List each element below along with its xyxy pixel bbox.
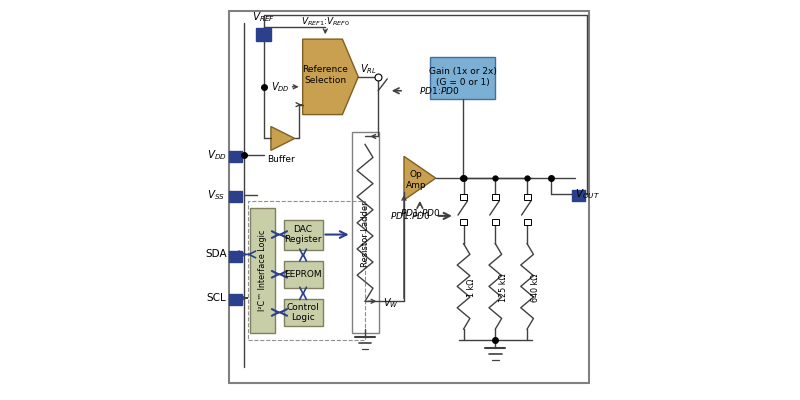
Text: $V_{REF}$: $V_{REF}$: [252, 10, 275, 24]
Text: $V_{RL}$: $V_{RL}$: [360, 62, 377, 76]
Text: SDA: SDA: [206, 250, 227, 260]
Bar: [492, 219, 499, 226]
Polygon shape: [271, 126, 294, 150]
FancyBboxPatch shape: [572, 190, 586, 201]
Text: I²C™ Interface Logic: I²C™ Interface Logic: [258, 230, 267, 311]
FancyBboxPatch shape: [430, 57, 495, 99]
FancyBboxPatch shape: [284, 299, 322, 326]
Text: $V_W$: $V_W$: [383, 296, 399, 310]
FancyBboxPatch shape: [256, 28, 271, 41]
FancyBboxPatch shape: [229, 251, 242, 262]
Polygon shape: [302, 39, 358, 114]
Text: $V_{DD}$: $V_{DD}$: [270, 80, 290, 94]
Text: $V_{SS}$: $V_{SS}$: [207, 188, 226, 202]
Text: Gain (1x or 2x)
(G = 0 or 1): Gain (1x or 2x) (G = 0 or 1): [429, 67, 497, 86]
FancyBboxPatch shape: [229, 191, 242, 202]
Text: 125 kΩ: 125 kΩ: [498, 274, 508, 302]
Text: 640 kΩ: 640 kΩ: [530, 274, 539, 302]
Bar: [460, 194, 467, 200]
FancyBboxPatch shape: [351, 132, 378, 333]
Text: $PD1$:$PD0$: $PD1$:$PD0$: [419, 85, 460, 96]
Text: Control
Logic: Control Logic: [286, 303, 319, 322]
Text: Resistor Ladder: Resistor Ladder: [361, 201, 370, 266]
Text: SCL: SCL: [206, 293, 226, 303]
FancyBboxPatch shape: [250, 208, 275, 333]
FancyBboxPatch shape: [284, 220, 322, 250]
Bar: [248, 201, 366, 340]
Text: $V_{REF1}$:$V_{REF0}$: $V_{REF1}$:$V_{REF0}$: [301, 16, 350, 28]
FancyBboxPatch shape: [229, 294, 242, 305]
Text: $V_{OUT}$: $V_{OUT}$: [575, 187, 600, 200]
Text: EEPROM: EEPROM: [284, 270, 322, 279]
Text: $V_{DD}$: $V_{DD}$: [206, 148, 226, 162]
Bar: [460, 219, 467, 226]
Text: $PD1$:$PD0$: $PD1$:$PD0$: [390, 210, 430, 221]
FancyBboxPatch shape: [284, 261, 322, 288]
Text: Op
Amp: Op Amp: [406, 170, 426, 190]
Bar: [492, 194, 499, 200]
Text: DAC
Register: DAC Register: [284, 225, 322, 244]
Text: 1 kΩ: 1 kΩ: [467, 279, 476, 297]
Polygon shape: [404, 156, 436, 200]
Text: $PD1$:$PD0$: $PD1$:$PD0$: [399, 207, 440, 218]
FancyBboxPatch shape: [229, 11, 589, 383]
Text: Buffer: Buffer: [267, 154, 294, 164]
FancyBboxPatch shape: [229, 152, 242, 162]
Text: Reference
Selection: Reference Selection: [302, 65, 348, 84]
Bar: [523, 194, 530, 200]
Bar: [523, 219, 530, 226]
